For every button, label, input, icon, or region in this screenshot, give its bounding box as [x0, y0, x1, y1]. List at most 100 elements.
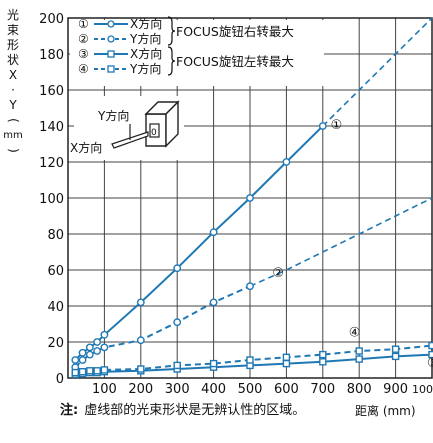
- y-axis-label-char: (: [6, 118, 21, 123]
- y-axis-label-char: 光: [6, 8, 19, 22]
- y-axis-label-char: Y: [9, 98, 17, 112]
- legend-number: ④: [78, 62, 89, 76]
- y-axis-label: 光 束 形 状 X · Y ( mm ): [2, 8, 24, 158]
- data-point: [93, 338, 102, 346]
- legend-label: X方向: [130, 16, 162, 31]
- x-tick-label: 200: [128, 382, 153, 397]
- data-point: [209, 228, 218, 237]
- data-point: [318, 122, 327, 130]
- data-point: [209, 298, 218, 307]
- data-point: [355, 347, 363, 355]
- data-point: [319, 358, 327, 366]
- legend-marker: [107, 65, 115, 73]
- y-axis-label-char: 形: [6, 38, 19, 52]
- y-tick-label: 40: [47, 300, 64, 315]
- y-axis-label-char: 状: [6, 53, 19, 67]
- legend-label: Y方向: [129, 31, 161, 46]
- data-point: [173, 264, 182, 273]
- data-point: [78, 348, 87, 357]
- x-tick-label: 900: [383, 382, 408, 397]
- data-point: [246, 356, 254, 364]
- y-tick-label: 80: [47, 228, 64, 243]
- data-point: [173, 361, 181, 370]
- data-point: [282, 158, 291, 166]
- legend-label: X方向: [130, 46, 162, 61]
- legend-number: ③: [78, 47, 89, 61]
- data-point: [137, 365, 145, 373]
- legend-marker: [107, 50, 115, 58]
- series-extrapolated-line: [249, 197, 433, 287]
- data-point: [93, 347, 102, 355]
- legend-label: Y方向: [129, 61, 161, 76]
- footnote: 注: 虚线部的光束形状是无辨认性的区域。: [60, 402, 340, 420]
- x-tick-label: 600: [274, 382, 299, 397]
- data-point: [78, 356, 87, 364]
- sensor-lens-mark: 0: [151, 128, 157, 138]
- y-tick-label: 160: [39, 84, 64, 99]
- curve-number-label: ④: [349, 325, 361, 340]
- legend-brace: [167, 46, 176, 76]
- x-tick-label: 800: [347, 382, 372, 397]
- x-axis-unit: 距离 (mm): [355, 404, 416, 418]
- legend-brace: [167, 16, 176, 46]
- y-tick-label: 120: [39, 156, 64, 171]
- y-axis-label-char: ): [6, 148, 21, 153]
- curve-number-label: ①: [331, 118, 343, 133]
- data-point: [209, 359, 218, 368]
- x-tick-label: 300: [165, 382, 190, 397]
- sensor-side-face: [165, 100, 179, 148]
- legend-number: ②: [78, 32, 89, 46]
- data-point: [71, 356, 80, 364]
- y-axis-label-char: mm: [3, 130, 23, 141]
- y-tick-label: 60: [47, 264, 64, 279]
- data-point: [136, 336, 145, 345]
- data-point: [391, 352, 400, 361]
- data-point: [100, 366, 109, 374]
- y-tick-label: 0: [56, 372, 64, 387]
- data-point: [391, 345, 400, 353]
- data-point: [71, 368, 79, 377]
- y-tick-label: 140: [39, 120, 64, 135]
- data-point: [93, 367, 101, 375]
- y-axis-label-char: ·: [11, 83, 15, 97]
- sensor-lens: [149, 123, 160, 138]
- series-extrapolated-line: [322, 17, 433, 127]
- data-point: [136, 298, 145, 307]
- legend-number: ①: [78, 17, 89, 31]
- data-point: [173, 318, 182, 327]
- footnote-text: 虚线部的光束形状是无辨认性的区域。: [84, 403, 306, 418]
- data-point: [355, 355, 363, 363]
- x-tick-label: 400: [201, 382, 226, 397]
- data-point: [319, 350, 327, 359]
- legend-group-label: FOCUS旋钮右转最大: [176, 24, 294, 39]
- data-point: [86, 367, 94, 375]
- data-point: [428, 341, 433, 350]
- series-line: [74, 285, 251, 368]
- data-point: [246, 282, 254, 291]
- y-tick-label: 180: [39, 48, 64, 63]
- x-tick-label: 100: [92, 382, 117, 397]
- y-axis-label-char: 束: [6, 23, 19, 37]
- data-point: [100, 330, 109, 339]
- x-tick-label: 700: [310, 382, 335, 397]
- x-direction-label: X方向: [70, 140, 102, 155]
- y-axis-label-char: X: [8, 68, 18, 82]
- data-point: [85, 350, 94, 359]
- data-point: [78, 368, 87, 376]
- curve-number-label: ③: [427, 356, 433, 371]
- data-point: [282, 359, 291, 368]
- data-point: [428, 350, 433, 359]
- x-tick-label: 500: [238, 382, 263, 397]
- x-tick-label: 1000: [412, 383, 433, 396]
- y-tick-label: 200: [39, 12, 64, 27]
- data-point: [282, 353, 291, 361]
- data-point: [85, 343, 94, 352]
- y-direction-label: Y方向: [97, 108, 129, 123]
- data-point: [100, 343, 109, 352]
- legend-group-label: FOCUS旋钮左转最大: [176, 54, 294, 69]
- footnote-tag: 注:: [60, 403, 79, 418]
- curve-number-label: ②: [272, 266, 284, 281]
- legend-marker: [107, 35, 115, 43]
- y-tick-label: 100: [39, 192, 64, 207]
- data-point: [246, 194, 254, 202]
